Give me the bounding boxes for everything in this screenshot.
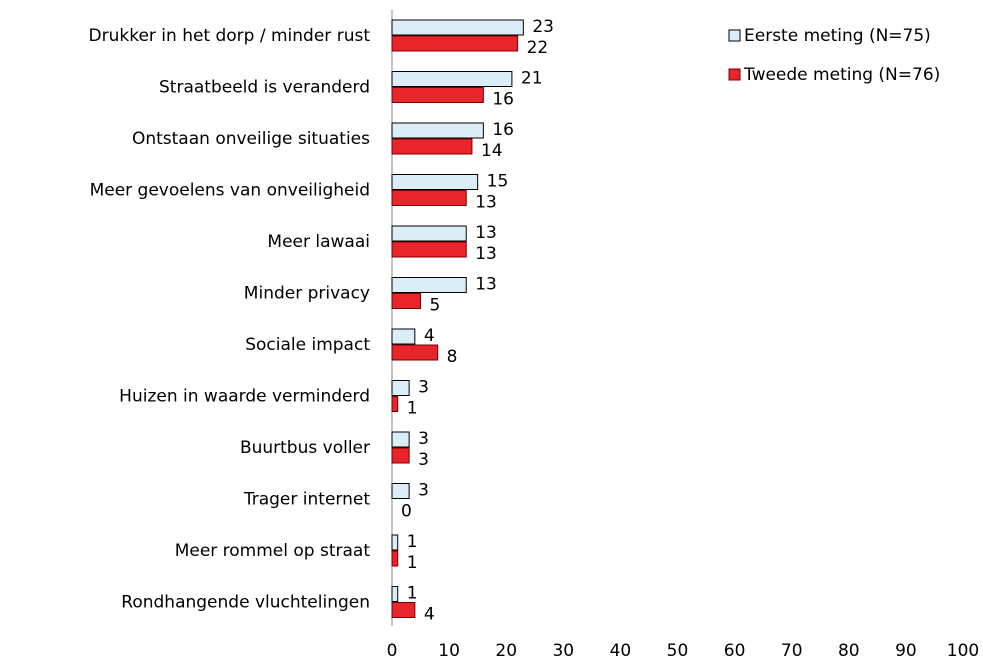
bar — [391, 138, 473, 155]
category-label: Drukker in het dorp / minder rust — [89, 26, 371, 46]
category-label: Ontstaan onveilige situaties — [132, 129, 370, 149]
data-label: 4 — [424, 326, 435, 346]
data-label: 15 — [487, 172, 509, 192]
category-label: Meer rommel op straat — [175, 541, 371, 561]
data-label: 13 — [475, 244, 497, 264]
category-label: Straatbeeld is veranderd — [159, 78, 370, 98]
data-label: 23 — [532, 17, 554, 37]
bar — [391, 328, 416, 345]
bar — [391, 277, 467, 293]
bar — [391, 174, 479, 190]
data-label: 13 — [475, 223, 497, 243]
x-tick-label: 40 — [610, 641, 632, 661]
data-label: 16 — [492, 90, 514, 110]
legend-label: Tweede meting (N=76) — [743, 65, 940, 85]
data-label: 3 — [418, 378, 429, 398]
data-label: 22 — [527, 38, 549, 58]
data-label: 13 — [475, 275, 497, 295]
bar — [391, 122, 484, 139]
bar — [391, 534, 399, 551]
bar — [391, 483, 410, 499]
category-label: Meer lawaai — [267, 232, 370, 252]
category-label: Huizen in waarde verminderd — [119, 387, 370, 407]
data-label: 1 — [407, 553, 418, 573]
data-label: 5 — [430, 296, 441, 316]
bar — [391, 380, 410, 396]
x-tick-label: 10 — [438, 641, 460, 661]
category-label: Trager internet — [243, 490, 370, 510]
bar — [391, 431, 410, 448]
category-label: Minder privacy — [244, 284, 370, 304]
bar — [391, 602, 416, 618]
x-tick-label: 0 — [387, 641, 398, 661]
bar — [391, 396, 399, 412]
data-label: 1 — [407, 399, 418, 419]
data-label: 14 — [481, 141, 503, 161]
data-label: 8 — [447, 347, 458, 367]
legend-swatch — [728, 29, 741, 42]
x-tick-label: 90 — [895, 641, 917, 661]
x-tick-label: 20 — [495, 641, 517, 661]
data-label: 1 — [407, 584, 418, 604]
category-label: Rondhangende vluchtelingen — [121, 593, 370, 613]
x-tick-label: 100 — [947, 641, 979, 661]
bar — [391, 586, 399, 602]
data-label: 21 — [521, 69, 543, 89]
bar — [391, 225, 467, 242]
legend-label: Eerste meting (N=75) — [744, 26, 931, 46]
bar — [391, 35, 519, 52]
category-label: Buurtbus voller — [240, 438, 370, 458]
legend-swatch — [728, 68, 741, 81]
bar — [391, 293, 422, 309]
data-label: 0 — [401, 502, 412, 522]
bar — [391, 447, 410, 464]
x-tick-label: 60 — [724, 641, 746, 661]
bar — [391, 71, 513, 87]
data-label: 3 — [418, 429, 429, 449]
data-label: 4 — [424, 605, 435, 625]
x-tick-label: 50 — [667, 641, 689, 661]
bar — [391, 190, 467, 206]
data-label: 16 — [492, 120, 514, 140]
bar — [391, 550, 399, 567]
bar — [391, 344, 439, 361]
data-label: 1 — [407, 532, 418, 552]
bar — [391, 19, 524, 36]
data-label: 3 — [418, 450, 429, 470]
bar — [391, 241, 467, 258]
data-label: 13 — [475, 193, 497, 213]
x-tick-label: 80 — [838, 641, 860, 661]
x-tick-label: 70 — [781, 641, 803, 661]
x-tick-label: 30 — [552, 641, 574, 661]
bar — [391, 87, 484, 103]
category-label: Sociale impact — [245, 335, 370, 355]
category-label: Meer gevoelens van onveiligheid — [90, 181, 370, 201]
data-label: 3 — [418, 481, 429, 501]
